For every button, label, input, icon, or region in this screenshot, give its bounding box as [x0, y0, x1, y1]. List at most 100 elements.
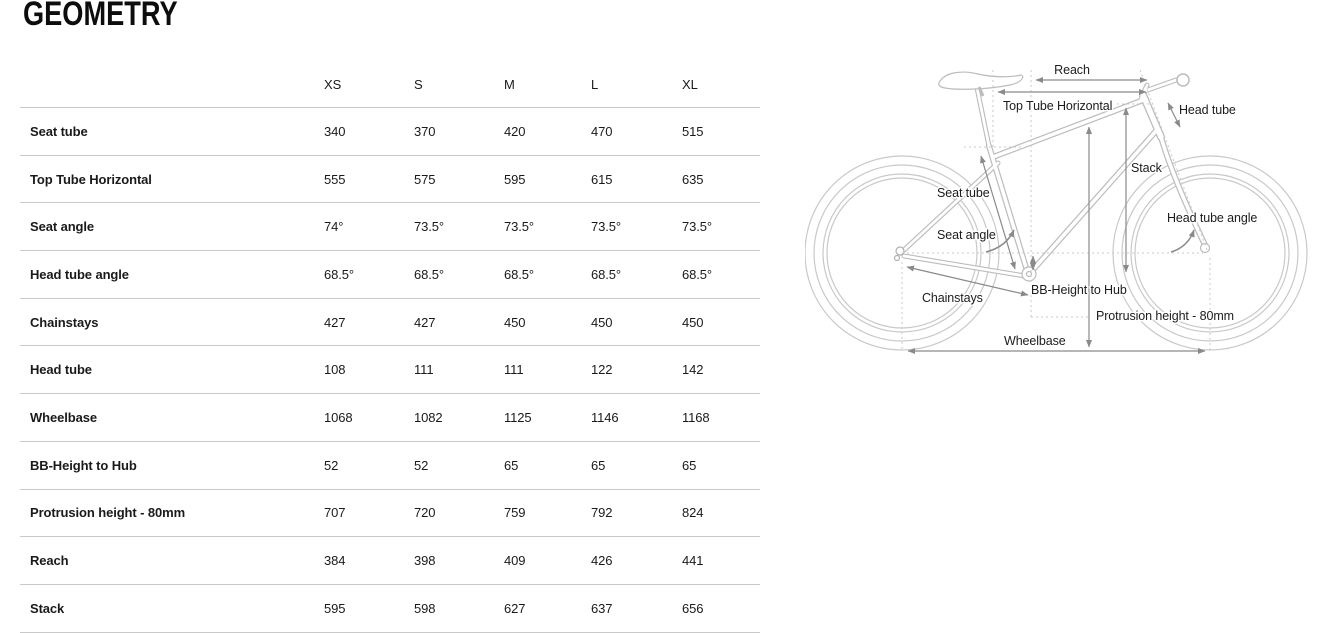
- bike-geometry-svg: Reach Top Tube Horizontal Head tube Seat…: [804, 62, 1308, 354]
- steerer-axis-ref: [1139, 69, 1208, 251]
- table-row: BB-Height to Hub 52 52 65 65 65: [20, 442, 760, 490]
- cell: 824: [682, 505, 704, 521]
- cell: 656: [682, 600, 704, 616]
- table-row: Wheelbase 1068 1082 1125 1146 1168: [20, 394, 760, 442]
- table-header-row: XS S M L XL: [20, 62, 760, 108]
- cell: 384: [324, 553, 346, 569]
- row-label: Head tube angle: [30, 266, 129, 282]
- cell: 720: [414, 505, 436, 521]
- cell: 68.5°: [414, 266, 445, 282]
- table-row: Seat tube 340 370 420 470 515: [20, 108, 760, 156]
- cell: 73.5°: [591, 219, 622, 235]
- head-tube-dim: [1167, 102, 1181, 128]
- table-row: Top Tube Horizontal 555 575 595 615 635: [20, 156, 760, 204]
- cell: 595: [504, 171, 526, 187]
- size-column-header: S: [414, 77, 423, 92]
- cell: 68.5°: [324, 266, 355, 282]
- cell: 627: [504, 600, 526, 616]
- table-row: Seat angle 74° 73.5° 73.5° 73.5° 73.5°: [20, 203, 760, 252]
- cell: 52: [324, 457, 339, 473]
- saddle: [938, 71, 1024, 90]
- cell: 635: [682, 171, 704, 187]
- cell: 65: [591, 457, 606, 473]
- head-tube-angle-arc: [1170, 229, 1195, 253]
- reach-label: Reach: [1054, 63, 1090, 77]
- table-row: Head tube angle 68.5° 68.5° 68.5° 68.5° …: [20, 251, 760, 299]
- cell: 52: [414, 457, 429, 473]
- cell: 370: [414, 123, 436, 139]
- cell: 65: [682, 457, 697, 473]
- cell: 470: [591, 123, 613, 139]
- saddle-clamp: [977, 86, 985, 97]
- row-label: Seat tube: [30, 123, 88, 139]
- cell: 68.5°: [504, 266, 535, 282]
- cell: 73.5°: [414, 219, 445, 235]
- cell: 1146: [591, 409, 619, 425]
- cell: 74°: [324, 219, 344, 235]
- cell: 1168: [682, 409, 710, 425]
- cell: 111: [504, 362, 524, 378]
- cell: 450: [682, 314, 704, 330]
- cell: 637: [591, 600, 613, 616]
- bb-height-label: BB-Height to Hub: [1031, 283, 1127, 297]
- row-label: Top Tube Horizontal: [30, 171, 152, 187]
- cell: 792: [591, 505, 613, 521]
- cell: 122: [591, 362, 613, 378]
- cell: 1068: [324, 409, 353, 425]
- cell: 427: [414, 314, 436, 330]
- cell: 515: [682, 123, 704, 139]
- row-label: BB-Height to Hub: [30, 457, 137, 473]
- table-row: Chainstays 427 427 450 450 450: [20, 299, 760, 347]
- cell: 1082: [414, 409, 443, 425]
- cell: 420: [504, 123, 526, 139]
- head-tube-label: Head tube: [1179, 103, 1236, 117]
- size-column-header: L: [591, 77, 599, 92]
- stack-label: Stack: [1131, 161, 1163, 175]
- row-label: Reach: [30, 553, 69, 569]
- protrusion-label: Protrusion height - 80mm: [1096, 309, 1234, 323]
- reference-dashed-lines: [901, 69, 1211, 351]
- table-row: Protrusion height - 80mm 707 720 759 792…: [20, 490, 760, 538]
- geometry-table: XS S M L XL Seat tube 340 370 420 470 51…: [20, 62, 760, 633]
- cell: 65: [504, 457, 519, 473]
- chainstays-label: Chainstays: [922, 291, 983, 305]
- cell: 340: [324, 123, 346, 139]
- bike-geometry-diagram: Reach Top Tube Horizontal Head tube Seat…: [804, 48, 1331, 368]
- wheelbase-label: Wheelbase: [1004, 334, 1066, 348]
- cell: 426: [591, 553, 613, 569]
- cell: 427: [324, 314, 346, 330]
- dimension-arrows: [906, 77, 1206, 354]
- cell: 595: [324, 600, 346, 616]
- table-row: Reach 384 398 409 426 441: [20, 537, 760, 585]
- cell: 441: [682, 553, 704, 569]
- cell: 68.5°: [682, 266, 713, 282]
- size-column-header: M: [504, 77, 515, 92]
- seat-angle-label: Seat angle: [937, 228, 996, 242]
- table-row: Head tube 108 111 111 122 142: [20, 346, 760, 395]
- row-label: Head tube: [30, 362, 92, 378]
- cell: 111: [414, 362, 434, 378]
- table-row: Stack 595 598 627 637 656: [20, 585, 760, 633]
- row-label: Seat angle: [30, 219, 95, 235]
- handlebar-grip: [1176, 73, 1190, 87]
- cell: 1125: [504, 409, 532, 425]
- cell: 450: [591, 314, 613, 330]
- cell: 759: [504, 505, 526, 521]
- cell: 409: [504, 553, 526, 569]
- row-label: Chainstays: [30, 314, 99, 330]
- cell: 450: [504, 314, 526, 330]
- size-column-header: XL: [682, 77, 698, 92]
- rear-derailleur: [893, 254, 901, 262]
- top-tube-horizontal-label: Top Tube Horizontal: [1003, 99, 1112, 113]
- cell: 68.5°: [591, 266, 622, 282]
- cell: 108: [324, 362, 346, 378]
- cell: 598: [414, 600, 436, 616]
- cell: 707: [324, 505, 346, 521]
- cell: 73.5°: [504, 219, 535, 235]
- seat-tube-label: Seat tube: [937, 186, 990, 200]
- chainstays-dim: [906, 265, 1029, 297]
- row-label: Wheelbase: [30, 409, 98, 425]
- cell: 555: [324, 171, 346, 187]
- seat-angle-arc: [985, 229, 1015, 253]
- cell: 73.5°: [682, 219, 713, 235]
